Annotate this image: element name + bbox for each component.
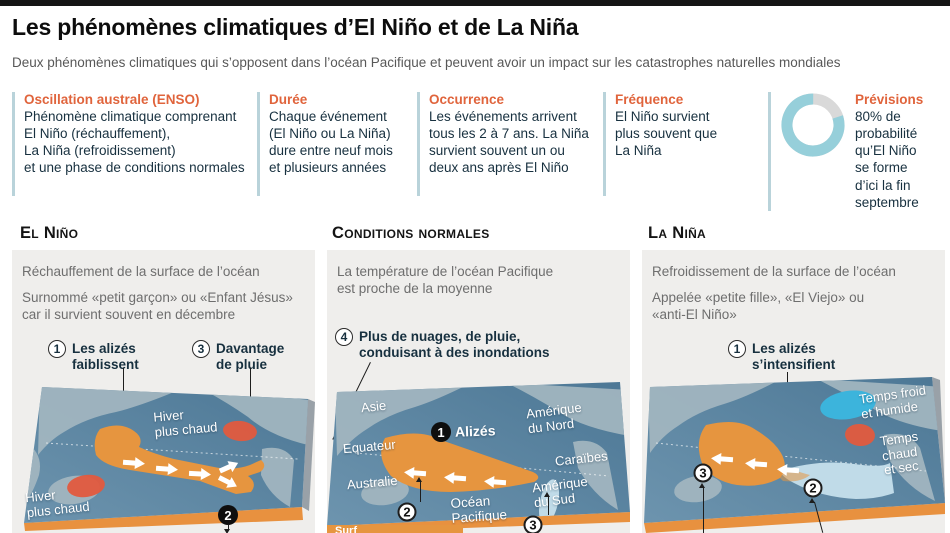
step-trade-winds-strengthen: 1 Les alizés s’intensifient bbox=[728, 340, 835, 372]
asia-landmass bbox=[38, 387, 174, 455]
south-america-landmass bbox=[884, 433, 935, 501]
panel-la-nina: Refroidissement de la surface de l’océan… bbox=[642, 250, 945, 533]
info-box-heading: Prévisions bbox=[855, 92, 924, 107]
step-label: Plus de nuages, de pluie, conduisant à d… bbox=[359, 329, 550, 360]
donut-value-segment bbox=[781, 93, 845, 157]
la-nina-map bbox=[644, 377, 945, 533]
map-marker-2: 2 bbox=[803, 478, 823, 498]
info-box-duree: Durée Chaque événement (El Niño ou La Ni… bbox=[257, 92, 409, 196]
asia-landmass bbox=[648, 380, 779, 453]
step-label: Les alizés s’intensifient bbox=[752, 341, 836, 372]
la-nina-nickname: Appelée «petite fille», «El Viejo» ou «a… bbox=[652, 290, 865, 322]
conditions-normales-map bbox=[327, 382, 630, 533]
info-box-heading: Occurrence bbox=[429, 92, 505, 107]
step-more-clouds-rain: 4 Plus de nuages, de pluie, conduisant à… bbox=[335, 328, 550, 360]
step-more-rain: 3 Davantage de pluie bbox=[192, 340, 284, 372]
cutoff-caption-box: Surf bbox=[327, 525, 463, 533]
step-label: Davantage de pluie bbox=[216, 341, 285, 372]
cutoff-caption-text: Surf bbox=[335, 525, 357, 533]
arrowhead-down-icon bbox=[224, 529, 230, 533]
info-box-occurrence: Occurrence Les événements arrivent tous … bbox=[417, 92, 595, 196]
warm-pool-west bbox=[698, 421, 785, 486]
warm-winter-blob-north-america bbox=[223, 420, 257, 442]
equator-line bbox=[45, 442, 299, 460]
north-america-landmass bbox=[507, 383, 630, 436]
cool-upwelling-strip bbox=[538, 479, 560, 525]
step-number-badge: 1 bbox=[728, 340, 746, 358]
section-title-la-nina: La Niña bbox=[648, 224, 707, 242]
top-black-bar bbox=[0, 0, 950, 6]
info-box-enso: Oscillation australe (ENSO) Phénomène cl… bbox=[12, 92, 252, 196]
info-box-body: 80% de probabilité qu’El Niño se forme d… bbox=[855, 109, 919, 210]
arrowhead-up-icon bbox=[809, 498, 815, 503]
info-box-previsions: Prévisions 80% de probabilité qu’El Niño… bbox=[768, 92, 948, 211]
westward-wind-arrows bbox=[711, 452, 800, 476]
south-america-landmass bbox=[261, 447, 294, 507]
connector-line bbox=[547, 496, 549, 515]
info-box-heading: Fréquence bbox=[615, 92, 684, 107]
step-label: Les alizés faiblissent bbox=[72, 341, 139, 372]
connector-line bbox=[227, 525, 229, 530]
warm-winter-blob-australia bbox=[67, 474, 105, 498]
step-trade-winds-weaken: 1 Les alizés faiblissent bbox=[48, 340, 139, 372]
el-nino-nickname: Surnommé «petit garçon» ou «Enfant Jésus… bbox=[22, 290, 293, 322]
australia-landmass bbox=[674, 475, 722, 503]
forecast-donut-chart bbox=[781, 93, 845, 157]
map-label-warmer-winter-ne: Hiver plus chaud bbox=[152, 407, 218, 440]
page-title: Les phénomènes climatiques d’El Niño et … bbox=[12, 14, 579, 40]
la-nina-description: Refroidissement de la surface de l’océan bbox=[652, 264, 896, 279]
info-box-frequence: Fréquence El Niño survient plus souvent … bbox=[603, 92, 761, 196]
map-marker-3: 3 bbox=[693, 463, 713, 483]
cold-wet-weather-blob bbox=[820, 390, 876, 420]
arrowhead-up-icon bbox=[544, 492, 550, 497]
map-marker-3: 3 bbox=[523, 515, 543, 533]
el-nino-description: Réchauffement de la surface de l’océan bbox=[22, 264, 260, 279]
section-title-conditions-normales: Conditions normales bbox=[332, 224, 490, 242]
step-number-badge: 3 bbox=[192, 340, 210, 358]
australia-landmass bbox=[361, 478, 409, 506]
panel-conditions-normales: La température de l’océan Pacifique est … bbox=[327, 250, 630, 533]
step-number-badge: 4 bbox=[335, 328, 353, 346]
cool-water-tongue bbox=[780, 462, 894, 499]
south-america-landmass bbox=[573, 440, 618, 510]
equator-line bbox=[344, 451, 610, 477]
westward-wind-arrows bbox=[404, 466, 507, 488]
info-box-heading: Durée bbox=[269, 92, 308, 107]
info-box-body: Les événements arrivent tous les 2 à 7 a… bbox=[429, 109, 589, 176]
map-marker-2: 2 bbox=[218, 505, 238, 525]
asia-landmass bbox=[335, 384, 469, 456]
map-tile-bottom bbox=[644, 503, 945, 533]
panel-el-nino: Réchauffement de la surface de l’océan S… bbox=[12, 250, 315, 533]
el-nino-map bbox=[24, 387, 315, 531]
page-subtitle: Deux phénomènes climatiques qui s’oppose… bbox=[12, 55, 841, 70]
north-america-landmass bbox=[204, 390, 308, 445]
eastward-wind-arrows bbox=[122, 457, 239, 488]
info-box-heading: Oscillation australe (ENSO) bbox=[24, 92, 200, 107]
info-box-body: Chaque événement (El Niño ou La Niña) du… bbox=[269, 109, 393, 176]
warm-dry-weather-blob bbox=[845, 423, 875, 447]
connector-line bbox=[702, 487, 704, 533]
step-number-badge: 1 bbox=[48, 340, 66, 358]
info-box-body: Phénomène climatique comprenant El Niño … bbox=[24, 109, 245, 176]
map-tile-side bbox=[302, 399, 315, 511]
normal-description: La température de l’océan Pacifique est … bbox=[337, 264, 554, 296]
map-marker-1: 1 bbox=[431, 422, 451, 442]
map-label-warm-dry: Temps chaud et sec bbox=[879, 428, 920, 478]
map-label-pacific-ocean: Océan Pacifique bbox=[450, 493, 508, 527]
arrowhead-up-icon bbox=[699, 483, 705, 488]
section-title-el-nino: El Niño bbox=[20, 224, 79, 242]
map-label-trade-winds: Alizés bbox=[454, 422, 496, 440]
connector-line bbox=[419, 481, 421, 502]
map-label-asia: Asie bbox=[360, 397, 387, 416]
info-box-body: El Niño survient plus souvent que La Niñ… bbox=[615, 109, 718, 159]
arrowhead-up-icon bbox=[416, 477, 422, 482]
map-marker-2: 2 bbox=[397, 502, 417, 522]
